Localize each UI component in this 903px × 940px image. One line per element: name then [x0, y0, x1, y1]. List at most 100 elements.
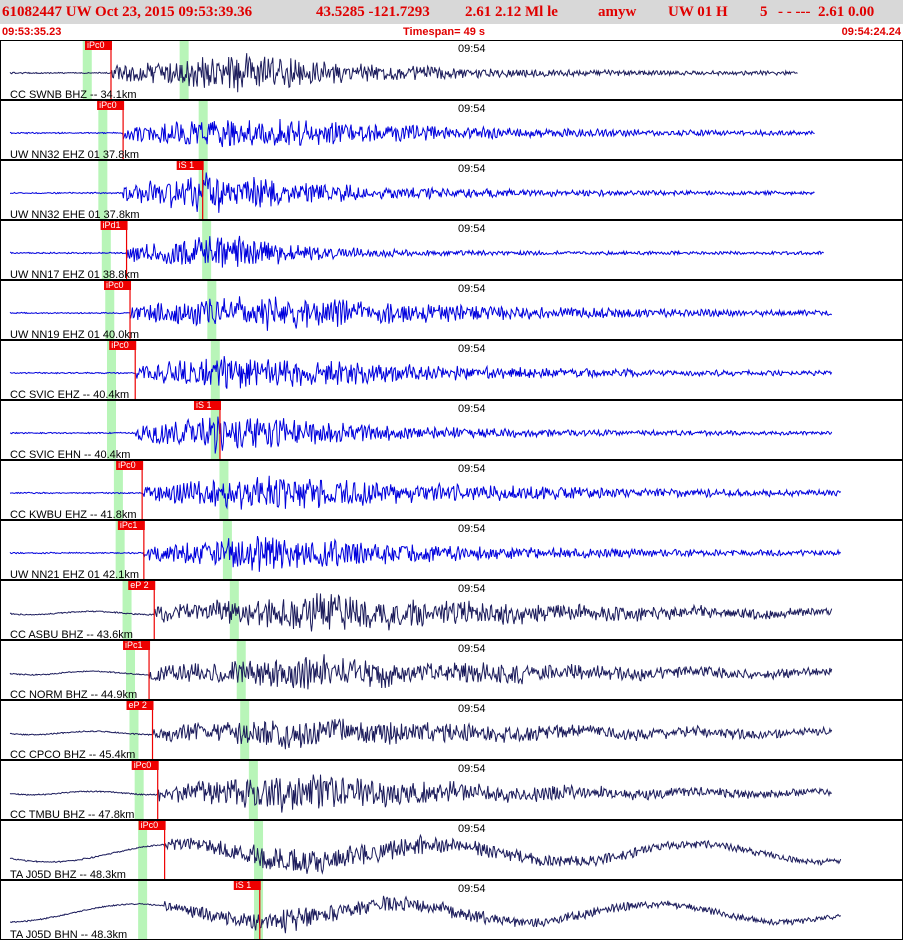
theoretical-arrival-band	[106, 340, 116, 400]
seismogram-trace	[9, 53, 798, 93]
theoretical-arrival-band	[113, 460, 123, 520]
theoretical-arrival-band	[122, 580, 132, 640]
flags: - - ---	[778, 4, 811, 20]
station-label: CC SVIC EHN -- 40.4km	[10, 449, 130, 461]
station-label: CC ASBU BHZ -- 43.6km	[10, 629, 133, 641]
seismogram-trace	[9, 535, 842, 572]
phase-pick-label: iPc0	[118, 460, 136, 470]
station-label: UW NN32 EHZ 01 37.8km	[10, 149, 139, 161]
trace-panel: 09:54 eP 2 CC CPCO BHZ -- 45.4km	[0, 700, 903, 761]
phase-pick-flag[interactable]	[128, 580, 156, 590]
phase-pick-flag[interactable]	[100, 220, 128, 230]
phase-pick-flag[interactable]	[193, 400, 221, 410]
theoretical-arrival-band	[222, 520, 232, 580]
time-mark-label: 09:54	[458, 223, 486, 235]
seismogram-trace	[9, 654, 833, 690]
time-mark-label: 09:54	[458, 763, 486, 775]
station-label: UW NN19 EHZ 01 40.0km	[10, 329, 139, 341]
phase-pick-flag[interactable]	[109, 340, 137, 350]
trace-panel: 09:54 iPc1 CC NORM BHZ -- 44.9km	[0, 640, 903, 701]
timespan: Timespan= 49 s	[403, 26, 486, 38]
station-label: CC KWBU EHZ -- 41.8km	[10, 509, 137, 521]
phase-pick-flag[interactable]	[116, 460, 144, 470]
trace-panel: 09:54 iPc0 CC KWBU EHZ -- 41.8km	[0, 460, 903, 521]
time-mark-label: 09:54	[458, 103, 486, 115]
time-mark-label: 09:54	[458, 43, 486, 55]
theoretical-arrival-band	[101, 220, 111, 280]
phase-pick-label: iPd1	[103, 220, 121, 230]
time-header: 09:53:35.23 Timespan= 49 s 09:54:24.24	[0, 24, 903, 40]
phase-pick-flag[interactable]	[176, 160, 204, 170]
analyst: amyw	[598, 4, 637, 20]
seismogram-trace	[9, 296, 833, 331]
station-label: UW NN21 EHZ 01 42.1km	[10, 569, 139, 581]
phase-pick-flag[interactable]	[123, 640, 151, 650]
theoretical-arrival-band	[210, 400, 220, 460]
time-mark-label: 09:54	[458, 163, 486, 175]
seismogram-trace	[9, 718, 833, 750]
phase-pick-flag[interactable]	[138, 820, 166, 830]
phase-pick-flag[interactable]	[97, 100, 125, 110]
phase-pick-label: iS 1	[179, 160, 195, 170]
theoretical-arrival-band	[105, 280, 115, 340]
panel-border	[0, 820, 903, 880]
time-mark-label: 09:54	[458, 343, 486, 355]
count: 5	[760, 4, 768, 20]
phase-pick-flag[interactable]	[84, 40, 112, 50]
header-values: 2.61 0.00	[818, 4, 875, 20]
theoretical-arrival-band	[138, 820, 148, 880]
theoretical-arrival-band	[138, 880, 148, 940]
station-label: CC SVIC EHZ -- 40.4km	[10, 389, 129, 401]
phase-pick-label: iPc0	[87, 40, 105, 50]
time-mark-label: 09:54	[458, 583, 486, 595]
phase-pick-flag[interactable]	[131, 760, 159, 770]
phase-pick-flag[interactable]	[233, 880, 261, 890]
trace-panel: 09:54 iPc0 TA J05D BHZ -- 48.3km	[0, 820, 903, 881]
seismogram-trace	[9, 833, 842, 875]
theoretical-arrival-band	[129, 700, 139, 760]
theoretical-arrival-band	[134, 760, 144, 820]
event-location: 43.5285 -121.7293	[316, 4, 430, 20]
phase-pick-label: iS 1	[236, 880, 252, 890]
theoretical-arrival-band	[98, 100, 108, 160]
time-mark-label: 09:54	[458, 523, 486, 535]
phase-pick-label: iPc0	[134, 760, 152, 770]
station-label: UW NN17 EHZ 01 38.8km	[10, 269, 139, 281]
station-label: CC CPCO BHZ -- 45.4km	[10, 749, 135, 761]
event-magnitude: 2.61 2.12 Ml le	[465, 4, 558, 20]
time-mark-label: 09:54	[458, 283, 486, 295]
phase-pick-flag[interactable]	[104, 280, 132, 290]
event-header: 61082447 UW Oct 23, 2015 09:53:39.36 43.…	[0, 0, 903, 24]
phase-pick-flag[interactable]	[126, 700, 154, 710]
end-time: 09:54:24.24	[841, 26, 901, 38]
phase-pick-label: iPc0	[111, 340, 129, 350]
phase-pick-label: eP 2	[130, 580, 148, 590]
seismogram-trace	[9, 172, 815, 213]
trace-panel: 09:54 iPc0 UW NN19 EHZ 01 40.0km	[0, 280, 903, 341]
seismogram-trace	[9, 118, 815, 148]
theoretical-arrival-band	[115, 520, 125, 580]
seismogram-trace	[9, 475, 842, 510]
phase-pick-flag[interactable]	[117, 520, 145, 530]
trace-panel: 09:54 eP 2 CC ASBU BHZ -- 43.6km	[0, 580, 903, 641]
trace-panel: 09:54 iPd1 UW NN17 EHZ 01 38.8km	[0, 220, 903, 281]
phase-pick-label: iS 1	[196, 400, 212, 410]
start-time: 09:53:35.23	[2, 26, 62, 38]
network-info: UW 01 H	[668, 4, 728, 20]
theoretical-arrival-band	[198, 100, 208, 160]
panel-border	[0, 400, 903, 460]
seismogram-trace	[9, 416, 833, 454]
theoretical-arrival-band	[98, 160, 108, 220]
station-label: TA J05D BHZ -- 48.3km	[10, 869, 126, 881]
seismogram-trace	[9, 593, 833, 632]
event-id: 61082447 UW Oct 23, 2015 09:53:39.36	[2, 4, 253, 20]
theoretical-arrival-band	[254, 880, 264, 940]
station-label: CC TMBU BHZ -- 47.8km	[10, 809, 134, 821]
station-label: TA J05D BHN -- 48.3km	[10, 929, 127, 940]
trace-panel: 09:54 iPc0 UW NN32 EHZ 01 37.8km	[0, 100, 903, 161]
theoretical-arrival-band	[126, 640, 136, 700]
seismogram-trace	[9, 774, 833, 813]
theoretical-arrival-band	[254, 820, 264, 880]
